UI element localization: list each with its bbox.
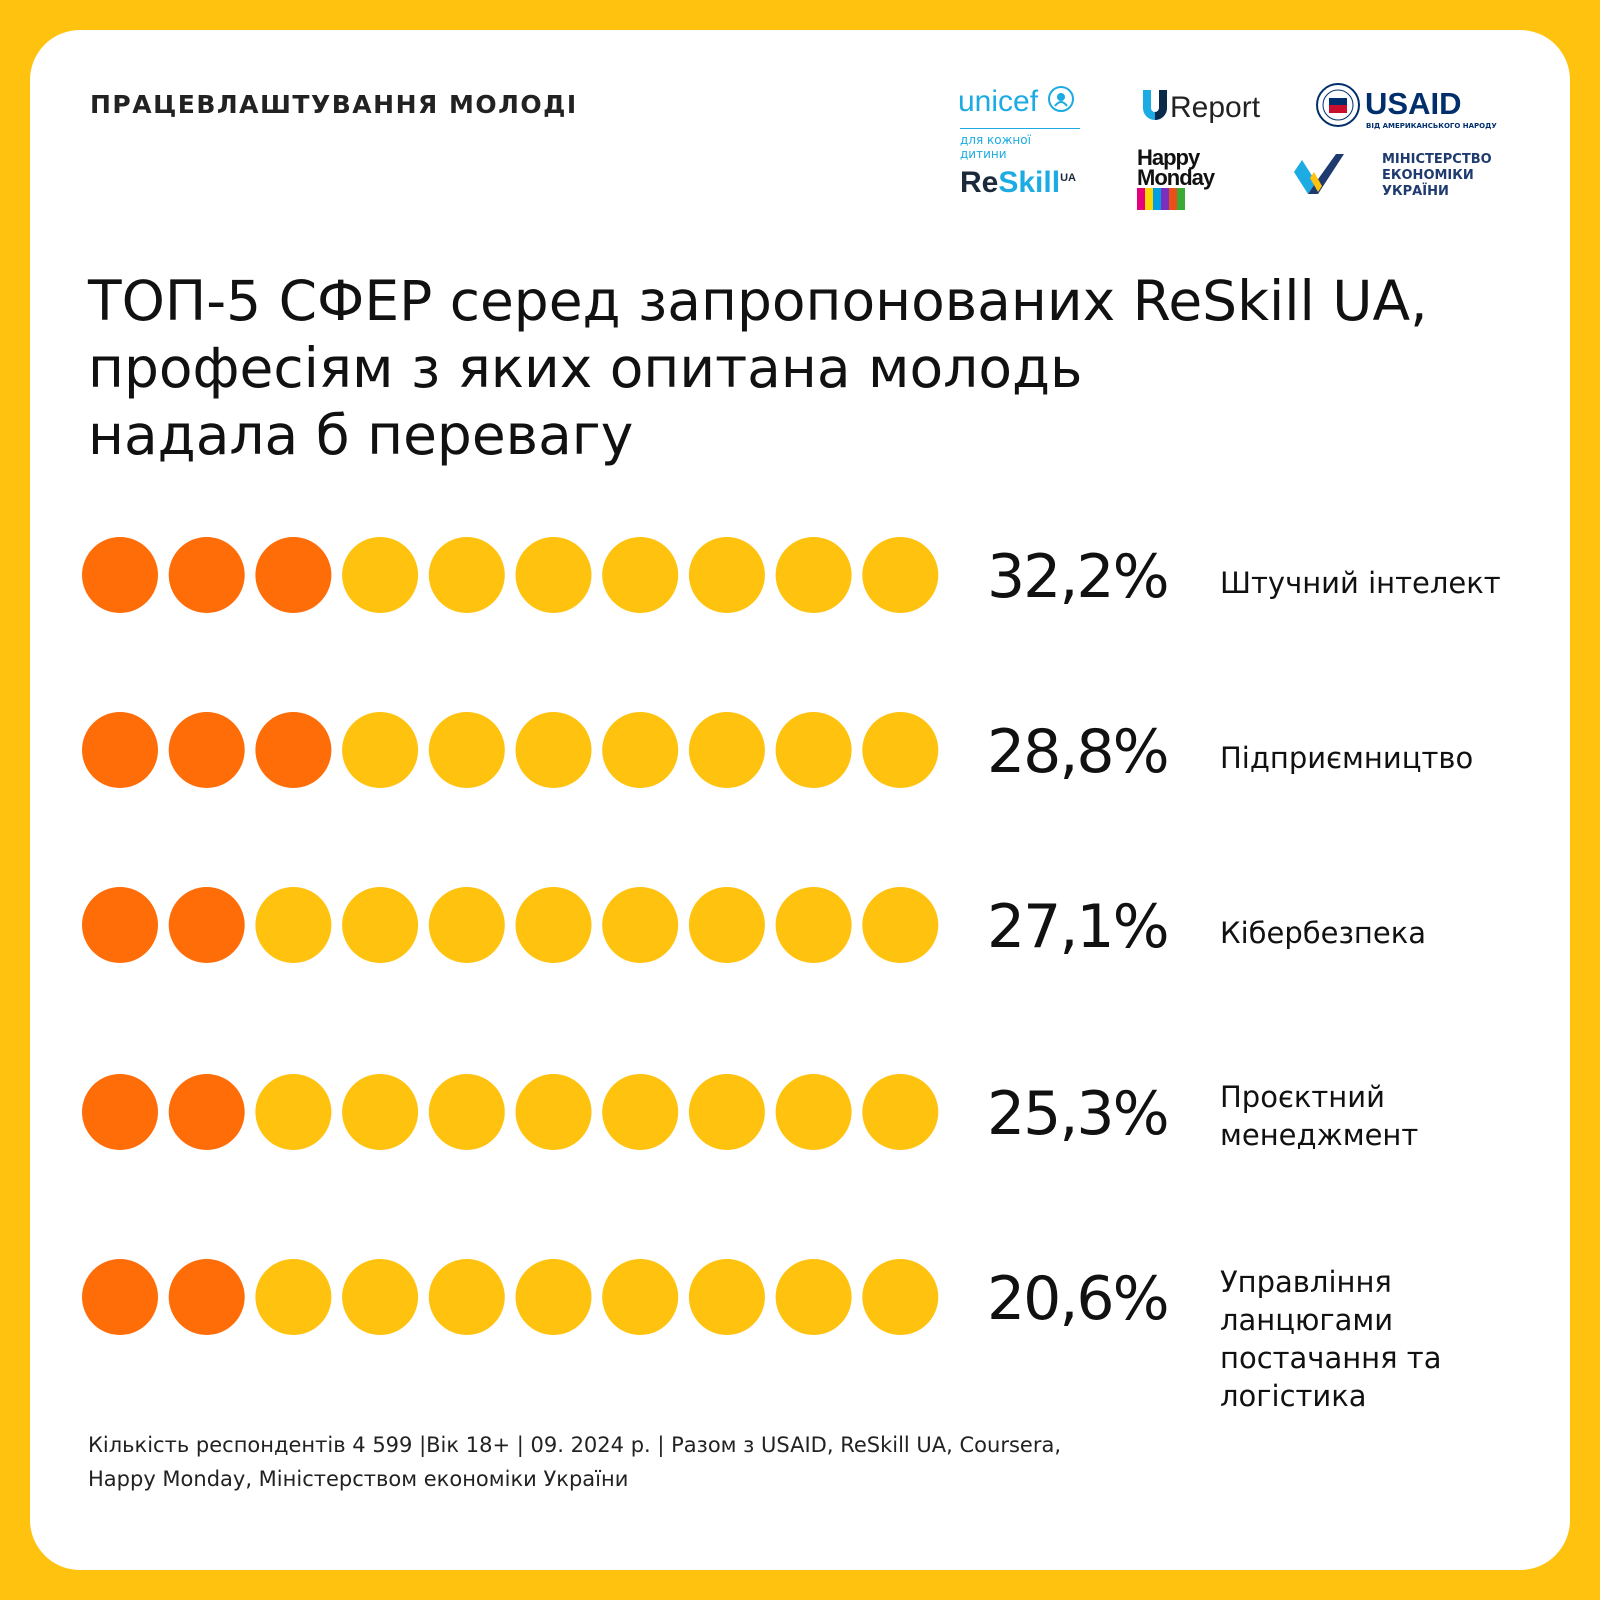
unicef-tagline: для кожної дитини [960,128,1080,161]
monday-text: Monday [1137,165,1215,190]
pictogram-dot-filled [255,537,332,613]
pictogram-dot-filled [168,1074,245,1150]
happy-text: Happy [1137,145,1200,170]
unicef-globe-icon [1048,86,1075,112]
footer-note: Кількість респондентів 4 599 |Вік 18+ | … [88,1428,1188,1496]
reskill-skill: Skill [998,166,1061,199]
pictogram-dot-filled [168,537,245,613]
ministry-logo-text: МІНІСТЕРСТВО ЕКОНОМІКИ УКРАЇНИ [1382,152,1492,200]
ministry-line: УКРАЇНИ [1382,184,1449,199]
category-label: постачання та [1220,1341,1441,1375]
usaid-tagline: ВІД АМЕРИКАНСЬКОГО НАРОДУ [1366,122,1497,130]
pictogram-dot-empty [428,1074,505,1150]
pictogram-dot-empty [862,537,939,613]
category-label: ланцюгами [1220,1303,1393,1337]
pictogram-dot-empty [775,712,852,788]
category-label: менеджмент [1220,1118,1418,1152]
pictogram-dot-empty [862,712,939,788]
pictogram-dot-empty [602,537,679,613]
pictogram-dot-empty [602,1074,679,1150]
pictogram-dot-empty [862,1074,939,1150]
title-line: професіям з яких опитана молодь [88,336,1083,400]
pictogram-dot-empty [342,537,419,613]
pictogram-dot-empty [688,712,765,788]
pictogram-dot-empty [255,887,332,963]
pictogram-dot-filled [82,712,158,788]
category-label: Штучний інтелект [1220,566,1501,600]
pictogram-dot-empty [688,537,765,613]
pictogram-dot-filled [255,712,332,788]
pictogram-dot-empty [602,887,679,963]
percentage-label: 25,3% [987,1079,1168,1149]
pictogram-dot-empty [515,712,592,788]
pictogram-dot-empty [775,1259,852,1335]
pictogram-dot-empty [428,887,505,963]
pictogram-dot-empty [255,1074,332,1150]
percentage-label: 20,6% [987,1264,1168,1334]
pictogram-dot-empty [342,1074,419,1150]
ministry-line: МІНІСТЕРСТВО [1382,152,1492,167]
happy-monday-bars-icon [1137,188,1185,210]
pictogram-dot-empty [688,887,765,963]
ministry-line: ЕКОНОМІКИ [1382,168,1474,183]
pictogram-dot-empty [342,1259,419,1335]
pictogram-dot-empty [428,712,505,788]
pictogram-dot-filled [168,887,245,963]
pictogram-dot-empty [775,887,852,963]
percentage-label: 27,1% [987,892,1168,962]
percentage-label: 28,8% [987,717,1168,787]
unicef-logo: unicef [958,84,1076,119]
pictogram-dot-empty [602,712,679,788]
ureport-logo: Report [1140,88,1260,125]
pictogram-dot-filled [82,1259,158,1335]
header-label: ПРАЦЕВЛАШТУВАННЯ МОЛОДІ [90,90,578,119]
chart-title: ТОП-5 СФЕР серед запропонованих ReSkill … [88,268,1488,469]
unicef-logo-text: unicef [958,85,1039,118]
category-label: Підприємництво [1220,741,1473,775]
ministry-check-icon [1294,154,1344,194]
pictogram-dot-empty [862,1259,939,1335]
pictogram-dot-empty [428,1259,505,1335]
pictogram-dot-empty [342,887,419,963]
footer-line: Happy Monday, Міністерством економіки Ук… [88,1467,629,1491]
happy-monday-logo: Happy Monday [1137,145,1215,213]
pictogram-dot-filled [168,1259,245,1335]
category-label: логістика [1220,1379,1367,1413]
usaid-logo-text: USAID [1365,86,1462,121]
pictogram-dot-empty [775,1074,852,1150]
pictogram-dot-filled [82,887,158,963]
category-label: Кібербезпека [1220,916,1426,950]
pictogram-dot-empty [862,887,939,963]
reskill-logo: ReSkillUA [960,166,1076,200]
category-label: Управління [1220,1265,1392,1299]
partner-logos: unicef для кожної дитини Report USAID ВІ… [30,30,1570,250]
pictogram-dot-empty [602,1259,679,1335]
pictogram-dot-empty [342,712,419,788]
pictogram-dot-empty [255,1259,332,1335]
percentage-label: 32,2% [987,542,1168,612]
category-label: Проєктний [1220,1080,1385,1114]
pictogram-dot-empty [688,1074,765,1150]
reskill-ua: UA [1060,172,1076,184]
pictogram-dot-empty [428,537,505,613]
pictogram-dot-empty [688,1259,765,1335]
title-line: ТОП-5 СФЕР серед запропонованих ReSkill … [88,269,1428,333]
pictogram-dot-filled [168,712,245,788]
pictogram-dot-empty [515,537,592,613]
title-line: надала б перевагу [88,403,634,467]
ureport-u-icon [1143,90,1167,120]
ureport-logo-text: Report [1170,91,1261,124]
pictogram-dot-empty [775,537,852,613]
pictogram-dot-empty [515,887,592,963]
pictogram-dot-empty [515,1259,592,1335]
reskill-re: Re [960,166,999,199]
usaid-seal-icon [1316,83,1360,127]
pictogram-dot-filled [82,537,158,613]
pictogram-dot-empty [515,1074,592,1150]
footer-line: Кількість респондентів 4 599 |Вік 18+ | … [88,1433,1062,1457]
pictogram-chart: 32,2% Штучний інтелект 28,8% Підприємництво… [82,537,1501,1413]
pictogram-dot-filled [82,1074,158,1150]
card: ПРАЦЕВЛАШТУВАННЯ МОЛОДІ unicef для кожно… [30,30,1570,1570]
